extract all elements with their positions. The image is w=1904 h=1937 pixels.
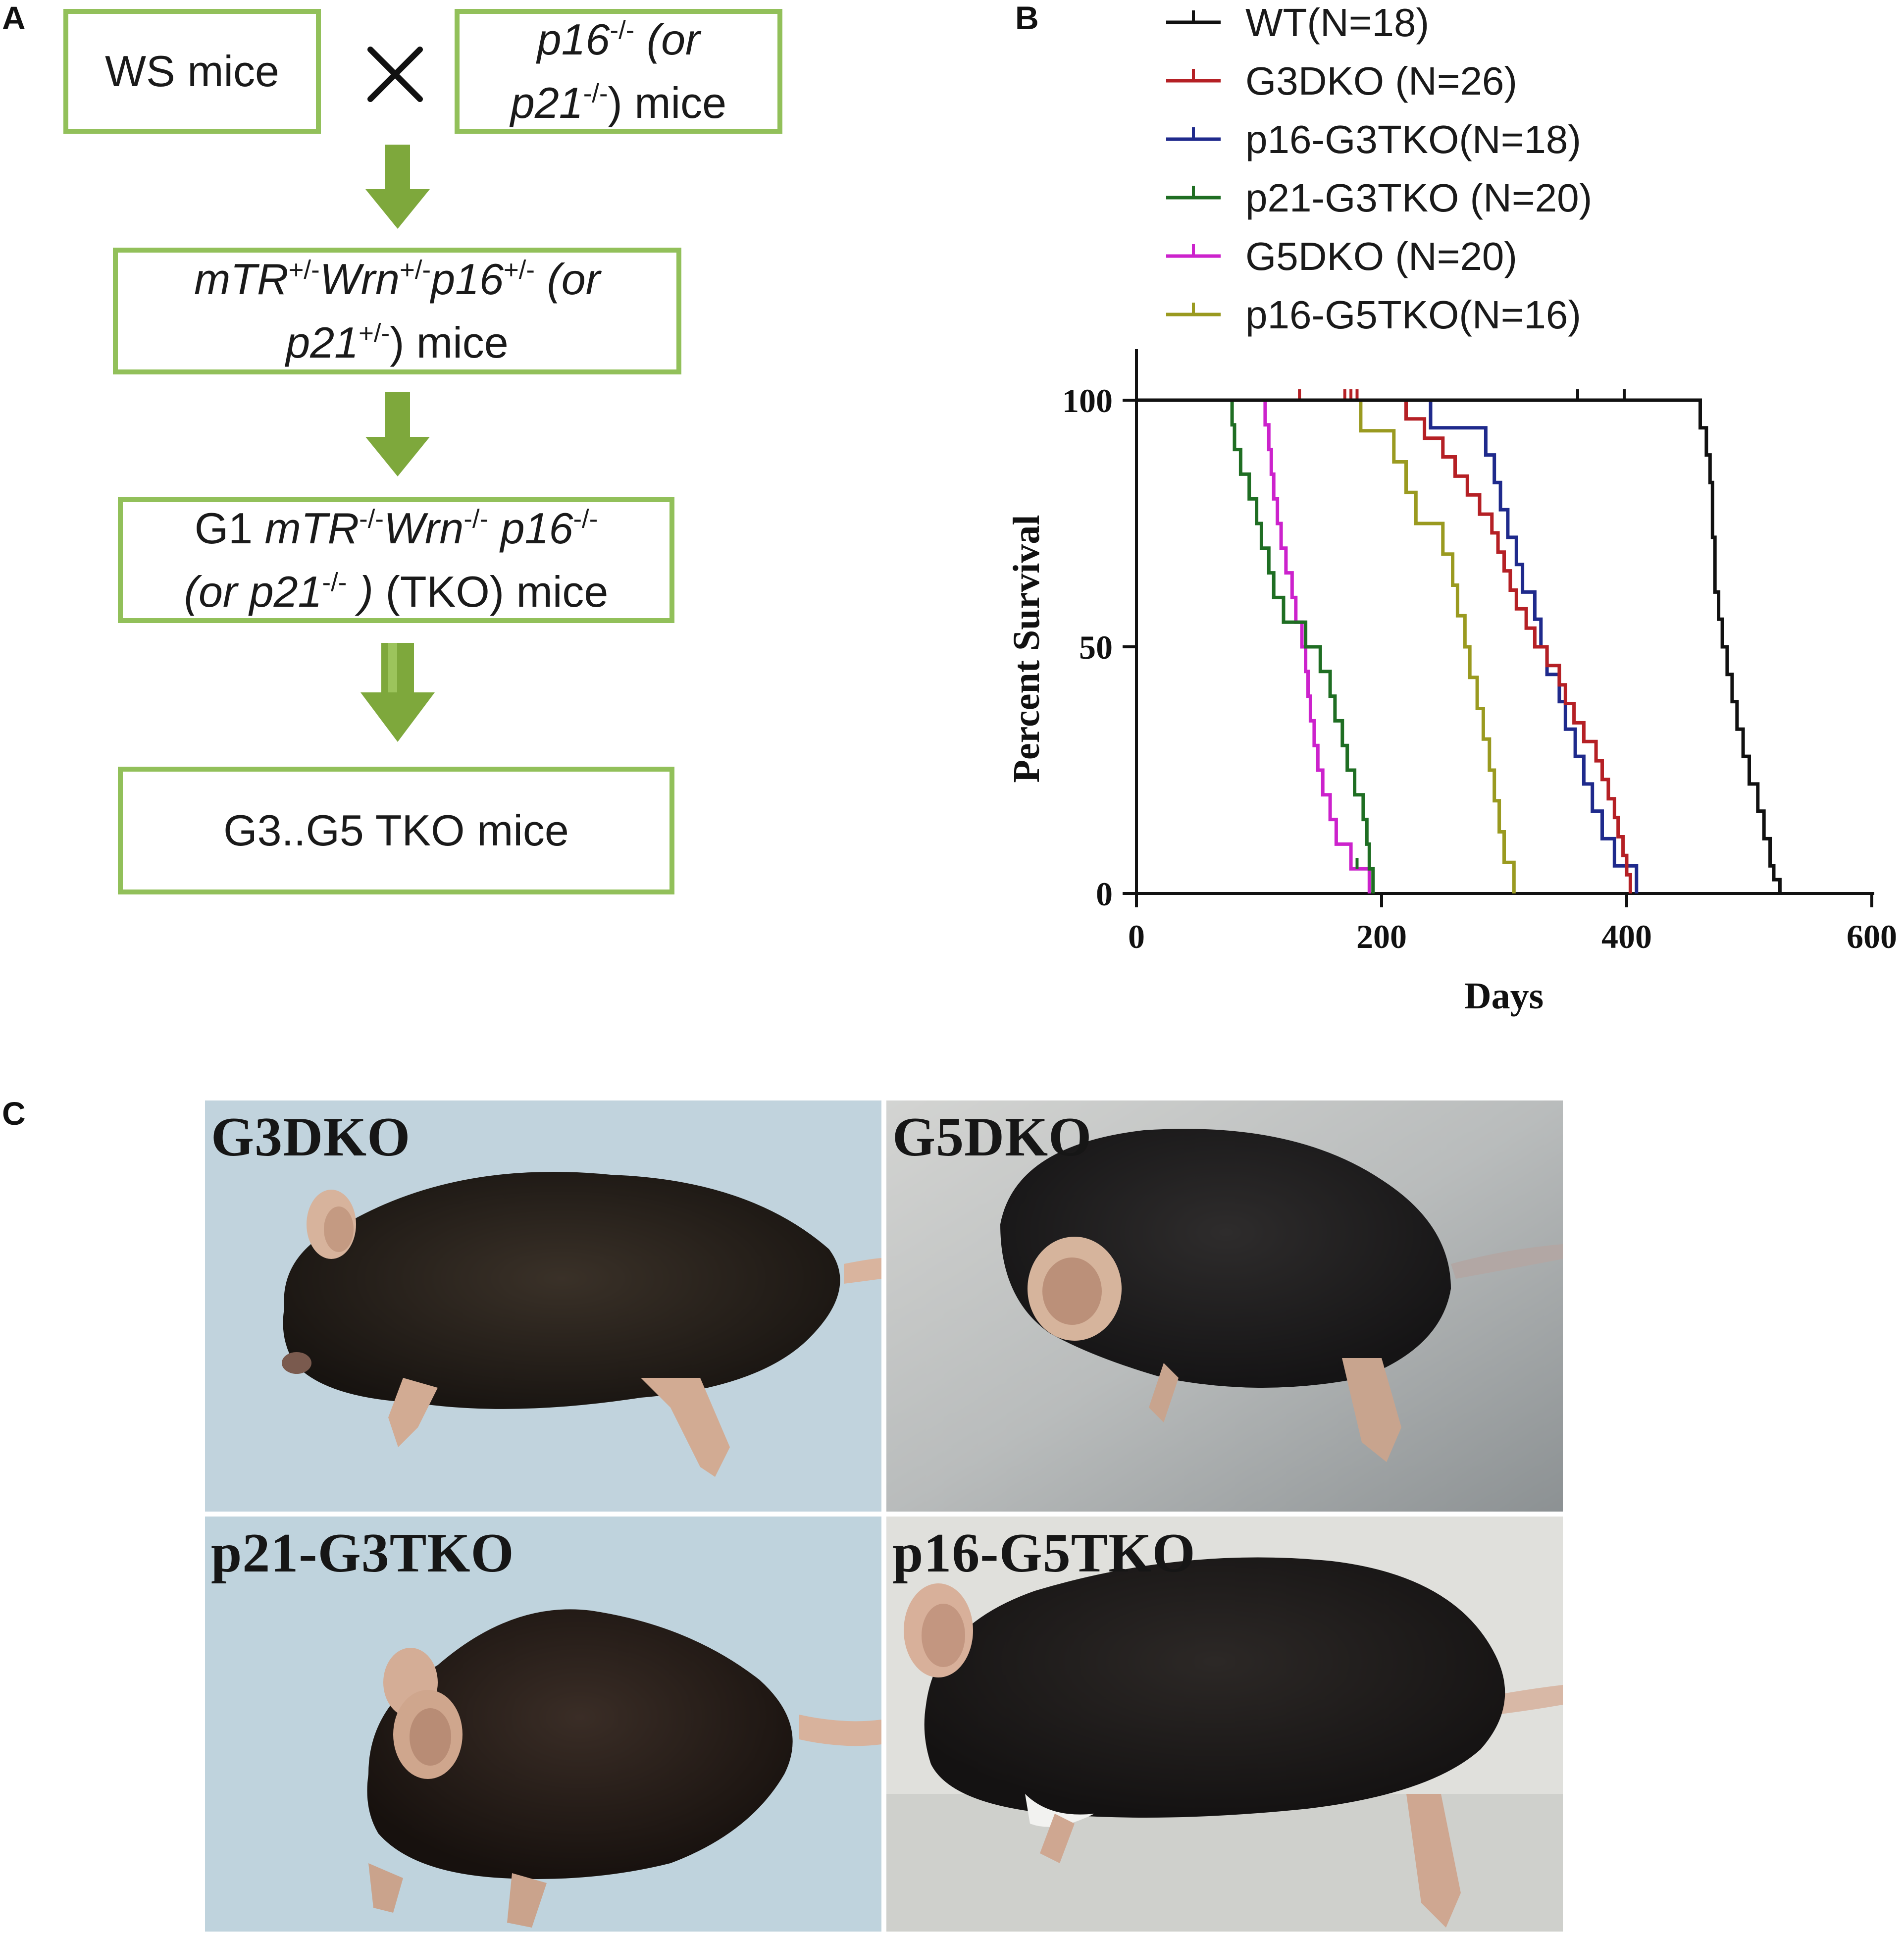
photo-label: G3DKO <box>211 1106 411 1168</box>
legend-entry: p16-G3TKO(N=18) <box>1245 117 1581 161</box>
panel-label-b: B <box>1015 0 1039 36</box>
p21-gene: (or p21 <box>184 567 322 616</box>
photo-p21-g3tko: p21-G3TKO <box>205 1517 881 1932</box>
arrow-down-icon <box>360 643 435 742</box>
x-tick-label: 0 <box>1128 918 1145 955</box>
photo-g5dko: G5DKO <box>886 1100 1563 1512</box>
mtr-gene: mTR <box>264 504 360 553</box>
mouse-photo-image <box>886 1517 1563 1932</box>
x-axis-label: Days <box>1464 975 1544 1017</box>
x-tick-label: 600 <box>1847 918 1897 955</box>
knockout-mice-box: p16-/- (or p21-/-) mice <box>455 9 782 134</box>
p16-genotype: -/- <box>573 504 598 534</box>
p21-gene: p21 <box>510 78 583 127</box>
legend: WT(N=18) G3DKO (N=26) p16-G3TKO(N=18) p21-G… <box>1166 0 1592 337</box>
g1-tko-mice-box: G1 mTR-/-Wrn-/- p16-/- (or p21-/- ) (TKO… <box>118 497 674 623</box>
p21-gene: p21 <box>286 318 359 367</box>
mtr-gene: mTR <box>194 255 289 304</box>
tko-mice-text: (TKO) mice <box>373 567 609 616</box>
y-axis-label: Percent Survival <box>1006 515 1047 783</box>
p21-genotype: +/- <box>359 318 390 348</box>
series-line-1 <box>1136 398 1632 893</box>
legend-entry: p16-G5TKO(N=16) <box>1245 293 1581 337</box>
legend-entry: G3DKO (N=26) <box>1245 59 1517 103</box>
x-tick-label: 400 <box>1601 918 1652 955</box>
series-line-0 <box>1136 398 1782 893</box>
panel-label-c: C <box>2 1095 26 1132</box>
wrn-gene: Wrn <box>384 504 464 553</box>
or-text: (or <box>634 15 700 64</box>
wrn-genotype: -/- <box>463 504 489 534</box>
y-tick-label: 50 <box>1079 628 1113 666</box>
final-tko-label: G3..G5 TKO mice <box>223 806 569 855</box>
wrn-genotype: +/- <box>400 255 431 285</box>
series-line-4 <box>1136 398 1371 893</box>
mouse-photo-image <box>886 1100 1563 1512</box>
panel-label-a: A <box>2 0 26 36</box>
p21-genotype: -/- <box>583 79 608 108</box>
legend-entry: WT(N=18) <box>1245 0 1429 45</box>
p16-gene: p16 <box>488 504 573 553</box>
p16-gene: p16 <box>431 255 504 304</box>
y-tick-label: 0 <box>1096 875 1113 913</box>
p16-genotype: -/- <box>610 15 635 45</box>
series-line-2 <box>1136 398 1639 893</box>
ws-mice-box: WS mice <box>63 9 321 134</box>
arrow-down-icon <box>365 145 430 229</box>
photo-label: p16-G5TKO <box>892 1522 1196 1584</box>
photo-label: G5DKO <box>892 1106 1092 1168</box>
arrow-down-icon <box>365 392 430 476</box>
series-line-5 <box>1136 398 1516 893</box>
photo-label: p21-G3TKO <box>211 1522 515 1584</box>
mtr-genotype: +/- <box>288 255 320 285</box>
p16-genotype: +/- <box>503 255 535 285</box>
series-lines <box>1136 389 1782 893</box>
g1-prefix: G1 <box>194 504 265 553</box>
chart-axes <box>1135 349 1874 895</box>
mouse-photo-image <box>205 1100 881 1512</box>
mice-text: ) mice <box>608 78 727 127</box>
legend-entry: p21-G3TKO (N=20) <box>1245 176 1592 220</box>
cross-icon <box>367 47 423 102</box>
photo-p16-g5tko: p16-G5TKO <box>886 1517 1563 1932</box>
or-text: (or <box>535 255 601 304</box>
final-tko-mice-box: G3..G5 TKO mice <box>118 767 674 894</box>
close-paren: ) <box>347 567 374 616</box>
survival-chart: WT(N=18) G3DKO (N=26) p16-G3TKO(N=18) p21-G… <box>1006 0 1897 1017</box>
mtr-genotype: -/- <box>359 504 384 534</box>
mice-text: ) mice <box>390 318 509 367</box>
x-tick-label: 200 <box>1356 918 1407 955</box>
p16-gene: p16 <box>537 15 610 64</box>
p21-genotype: -/- <box>322 568 347 597</box>
mouse-photo-image <box>205 1517 881 1932</box>
series-line-3 <box>1136 398 1375 893</box>
ws-mice-label: WS mice <box>105 47 279 96</box>
heterozygous-mice-box: mTR+/-Wrn+/-p16+/- (or p21+/-) mice <box>113 248 681 374</box>
axis-ticks: 0 200 400 600 0 50 100 <box>1062 382 1897 955</box>
photo-g3dko: G3DKO <box>205 1100 881 1512</box>
legend-entry: G5DKO (N=20) <box>1245 234 1517 278</box>
wrn-gene: Wrn <box>319 255 400 304</box>
y-tick-label: 100 <box>1062 382 1113 419</box>
